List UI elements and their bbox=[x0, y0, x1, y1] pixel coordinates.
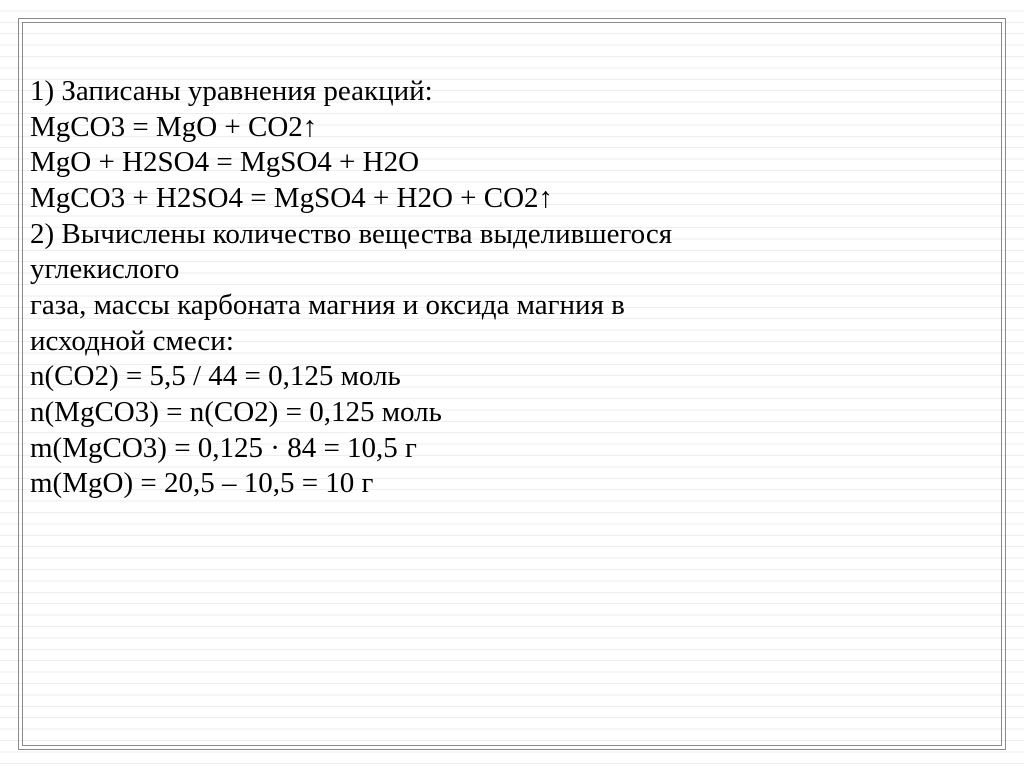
content-text: 1) Записаны уравнения реакций: MgCO3 = M… bbox=[30, 74, 994, 502]
text-line: 1) Записаны уравнения реакций: bbox=[30, 74, 994, 110]
text-line: углекислого bbox=[30, 252, 994, 288]
text-line: MgCO3 + H2SO4 = MgSO4 + H2O + CO2↑ bbox=[30, 181, 994, 217]
text-line: m(MgO) = 20,5 – 10,5 = 10 г bbox=[30, 466, 994, 502]
text-line: n(CO2) = 5,5 / 44 = 0,125 моль bbox=[30, 359, 994, 395]
text-line: m(MgCO3) = 0,125 · 84 = 10,5 г bbox=[30, 431, 994, 467]
text-line: 2) Вычислены количество вещества выделив… bbox=[30, 217, 994, 253]
text-line: MgO + H2SO4 = MgSO4 + H2O bbox=[30, 145, 994, 181]
text-line: MgCO3 = MgO + CO2↑ bbox=[30, 110, 994, 146]
text-line: исходной смеси: bbox=[30, 324, 994, 360]
text-line: n(MgCO3) = n(CO2) = 0,125 моль bbox=[30, 395, 994, 431]
text-line: газа, массы карбоната магния и оксида ма… bbox=[30, 288, 994, 324]
slide-page: 1) Записаны уравнения реакций: MgCO3 = M… bbox=[0, 0, 1024, 768]
